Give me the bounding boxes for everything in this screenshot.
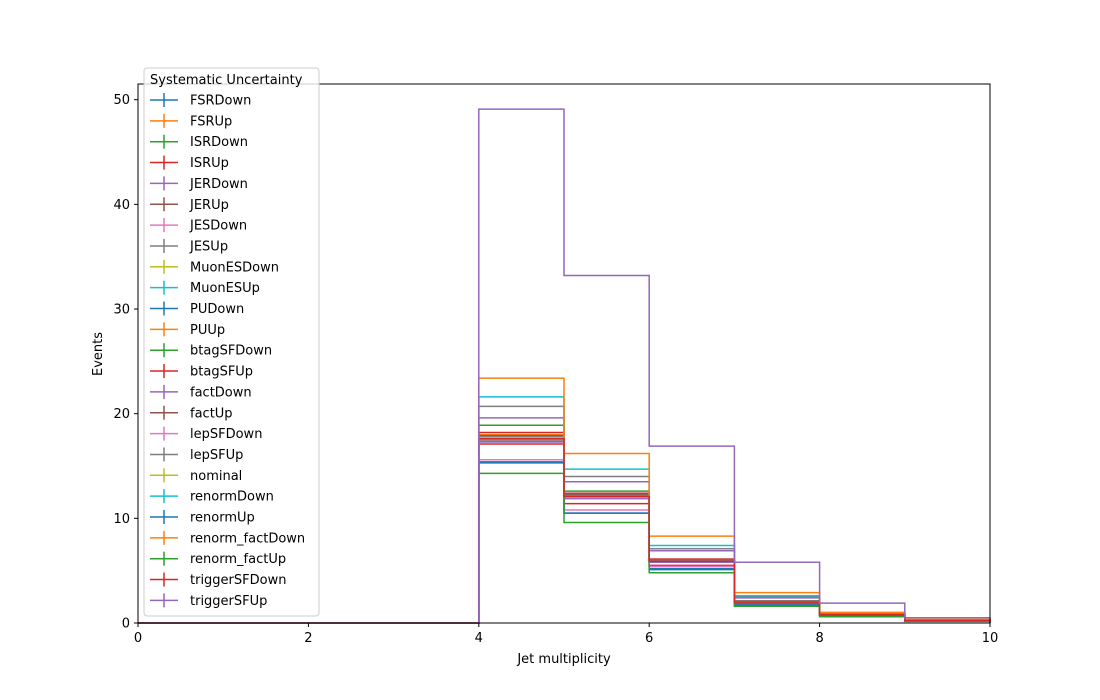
legend-label: lepSFUp bbox=[190, 448, 243, 463]
legend-label: MuonESUp bbox=[190, 281, 260, 296]
legend-label: JESDown bbox=[189, 219, 247, 234]
legend-entry: renorm_factDown bbox=[150, 530, 305, 546]
legend-entry: nominal bbox=[150, 468, 242, 484]
x-tick-label: 10 bbox=[982, 631, 999, 646]
y-tick-label: 20 bbox=[113, 407, 130, 422]
legend-entries: FSRDown FSRUp ISRDown ISRUp JERDown JERUp JESD… bbox=[150, 93, 305, 609]
legend-entry: factUp bbox=[150, 405, 233, 421]
legend-entry: JESUp bbox=[150, 238, 228, 254]
legend-entry: FSRUp bbox=[150, 113, 232, 129]
legend-label: renormUp bbox=[190, 511, 255, 526]
axes-frame bbox=[137, 83, 991, 624]
legend-entry: JESDown bbox=[150, 218, 247, 234]
legend-label: renorm_factUp bbox=[190, 552, 286, 567]
legend-label: PUDown bbox=[190, 302, 244, 317]
legend-label: triggerSFDown bbox=[190, 573, 286, 588]
legend-label: btagSFDown bbox=[190, 344, 272, 359]
legend-entry: FSRDown bbox=[150, 93, 251, 109]
x-tick-label: 2 bbox=[304, 631, 312, 646]
legend-label: PUUp bbox=[190, 323, 225, 338]
legend-entry: MuonESUp bbox=[150, 280, 260, 296]
y-axis-ticks: 0 10 20 30 40 50 bbox=[113, 93, 138, 632]
legend-label: JESUp bbox=[189, 239, 228, 254]
legend-entry: ISRDown bbox=[150, 134, 248, 150]
legend-label: nominal bbox=[190, 469, 242, 484]
legend-entry: renormDown bbox=[150, 489, 274, 505]
x-tick-label: 8 bbox=[815, 631, 823, 646]
legend-label: lepSFDown bbox=[190, 427, 262, 442]
legend-label: JERDown bbox=[189, 177, 248, 192]
legend-title: Systematic Uncertainty bbox=[150, 73, 303, 88]
legend-entry: PUDown bbox=[150, 301, 244, 317]
legend: Systematic Uncertainty FSRDown FSRUp ISRDo… bbox=[143, 67, 320, 617]
legend-frame bbox=[143, 67, 320, 617]
legend-label: btagSFUp bbox=[190, 365, 253, 380]
legend-entry: MuonESDown bbox=[150, 259, 279, 275]
y-axis-label: Events bbox=[91, 332, 106, 376]
legend-entry: JERUp bbox=[150, 197, 229, 213]
legend-label: factUp bbox=[190, 406, 233, 421]
legend-label: renorm_factDown bbox=[190, 531, 305, 546]
legend-entry: btagSFDown bbox=[150, 343, 272, 359]
legend-entry: lepSFUp bbox=[150, 447, 243, 463]
legend-entry: triggerSFDown bbox=[150, 572, 286, 588]
y-tick-label: 0 bbox=[122, 617, 130, 632]
legend-label: ISRUp bbox=[190, 156, 229, 171]
x-tick-label: 4 bbox=[475, 631, 483, 646]
legend-entry: PUUp bbox=[150, 322, 225, 338]
legend-label: MuonESDown bbox=[190, 260, 279, 275]
legend-entry: renorm_factUp bbox=[150, 551, 286, 567]
legend-label: JERUp bbox=[189, 198, 229, 213]
legend-entry: JERDown bbox=[150, 176, 248, 192]
legend-entry: lepSFDown bbox=[150, 426, 262, 442]
y-tick-label: 50 bbox=[113, 93, 130, 108]
legend-label: factDown bbox=[190, 385, 252, 400]
legend-label: FSRDown bbox=[190, 94, 251, 109]
legend-entry: btagSFUp bbox=[150, 364, 253, 380]
legend-label: FSRUp bbox=[190, 114, 232, 129]
legend-label: triggerSFUp bbox=[190, 594, 267, 609]
legend-entry: ISRUp bbox=[150, 155, 229, 171]
legend-entry: renormUp bbox=[150, 510, 255, 526]
y-tick-label: 30 bbox=[113, 303, 130, 318]
legend-label: ISRDown bbox=[190, 135, 248, 150]
legend-entry: factDown bbox=[150, 384, 252, 400]
y-tick-label: 40 bbox=[113, 198, 130, 213]
legend-entry: triggerSFUp bbox=[150, 593, 267, 609]
legend-label: renormDown bbox=[190, 490, 274, 505]
x-tick-label: 0 bbox=[134, 631, 142, 646]
y-tick-label: 10 bbox=[113, 512, 130, 527]
x-axis-ticks: 0 2 4 6 8 10 bbox=[134, 623, 998, 646]
x-axis-label: Jet multiplicity bbox=[516, 652, 611, 667]
x-tick-label: 6 bbox=[645, 631, 653, 646]
